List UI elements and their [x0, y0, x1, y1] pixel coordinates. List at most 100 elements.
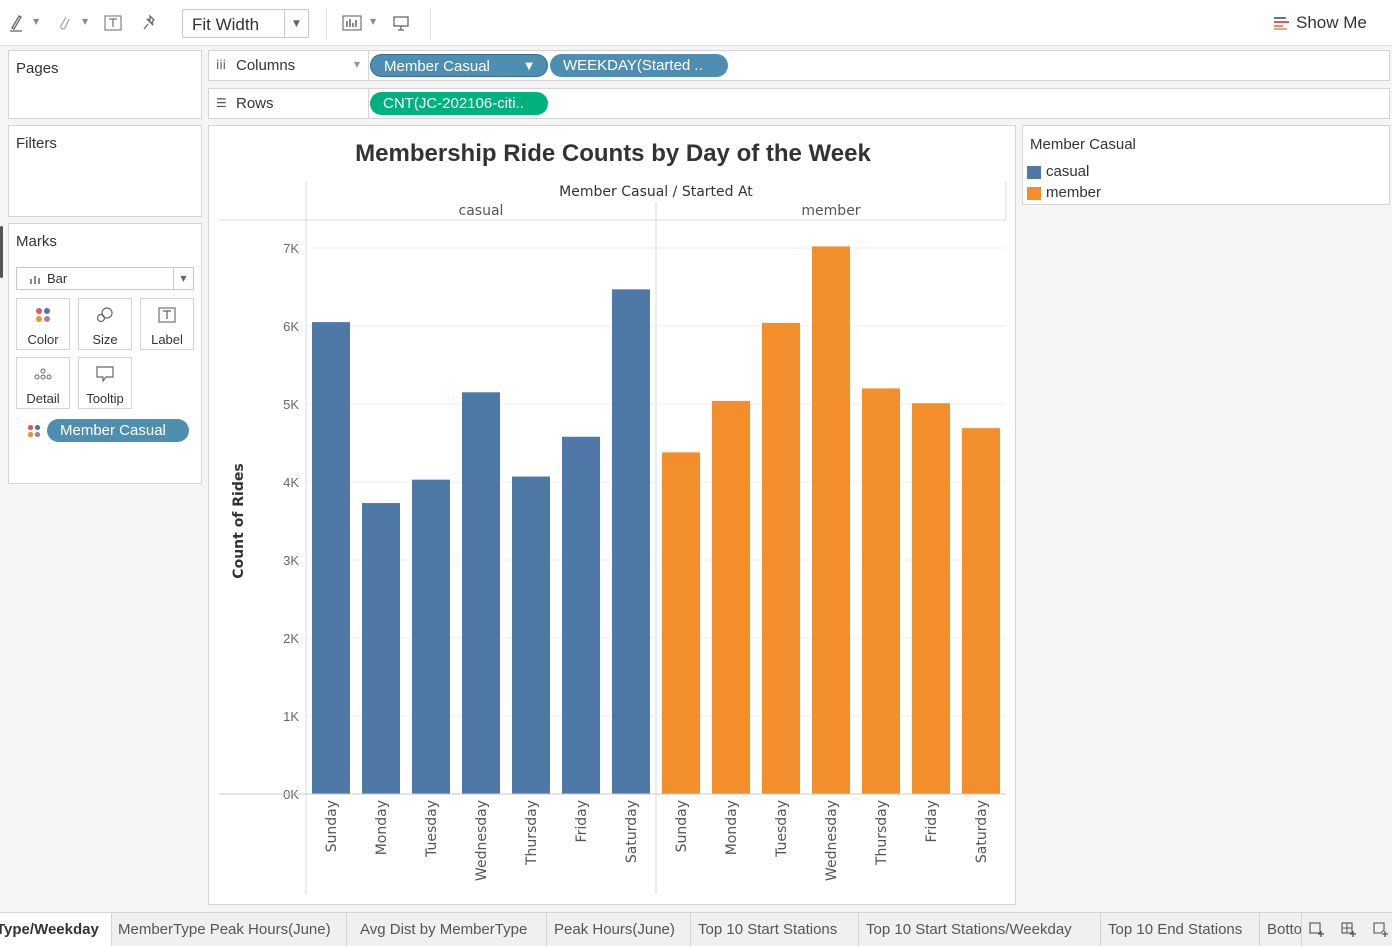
legend-swatch: [1027, 166, 1041, 179]
bar-member-monday: [712, 400, 750, 794]
bar-member-thursday: [862, 388, 900, 794]
x-tick-label: Thursday: [874, 800, 890, 866]
toolbar-divider: [430, 8, 431, 40]
bar-chart[interactable]: Member Casual / Started At0K1K2K3K4K5K6K…: [209, 126, 1015, 904]
y-tick-label: 5K: [283, 397, 299, 412]
bar-casual-tuesday: [412, 479, 450, 794]
y-tick-label: 2K: [283, 631, 299, 646]
y-axis-title: Count of Rides: [231, 463, 247, 578]
bar-casual-monday: [362, 503, 400, 794]
x-tick-label: Wednesday: [474, 800, 490, 881]
x-tick-label: Friday: [924, 800, 940, 842]
rows-shelf-header: ☰ Rows: [209, 89, 369, 118]
color-button[interactable]: Color: [16, 298, 70, 350]
bar-member-friday: [912, 403, 950, 794]
highlight-dropdown-icon[interactable]: ▼: [33, 17, 40, 26]
annotate-icon[interactable]: [54, 12, 74, 34]
new-worksheet-icon[interactable]: [1306, 919, 1328, 941]
legend-title: Member Casual: [1030, 136, 1136, 153]
filters-shelf-label: Filters: [16, 135, 57, 152]
tab-avg-dist[interactable]: Avg Dist by MemberType: [353, 913, 547, 946]
pages-shelf[interactable]: Pages: [8, 50, 202, 119]
detail-icon: [17, 364, 69, 384]
tooltip-button[interactable]: Tooltip: [78, 357, 132, 409]
show-me-button[interactable]: Show Me: [1274, 12, 1367, 34]
detail-button[interactable]: Detail: [16, 357, 70, 409]
mark-type-select[interactable]: Bar ▼: [16, 267, 194, 290]
color-icon: [17, 305, 69, 325]
legend-item-casual[interactable]: casual: [1027, 162, 1387, 182]
color-field-pill[interactable]: Member Casual: [47, 419, 189, 442]
mark-type-value: Bar: [47, 271, 68, 286]
legend-item-label: member: [1046, 184, 1102, 201]
column-header-sep: /: [673, 184, 682, 200]
x-tick-label: Saturday: [974, 800, 990, 863]
size-button-label: Size: [92, 332, 118, 347]
y-tick-label: 6K: [283, 319, 299, 334]
annotate-dropdown-icon[interactable]: ▼: [82, 17, 89, 26]
column-header-field: Member Casual: [559, 184, 672, 200]
x-tick-label: Sunday: [674, 800, 690, 852]
pin-icon[interactable]: [140, 12, 160, 34]
pane-resize-handle[interactable]: [0, 226, 3, 278]
label-icon: [141, 305, 193, 325]
chevron-down-icon: ▼: [525, 61, 533, 72]
bar-chart-icon[interactable]: [342, 12, 362, 34]
x-tick-label: Sunday: [324, 800, 340, 852]
tooltip-icon: [79, 364, 131, 384]
x-tick-label: Tuesday: [424, 800, 440, 858]
filters-shelf[interactable]: Filters: [8, 125, 202, 217]
fit-width-value: Fit Width: [192, 15, 260, 34]
color-legend: Member Casual casual member: [1022, 125, 1390, 205]
show-me-label: Show Me: [1296, 13, 1367, 32]
chart-title: Membership Ride Counts by Day of the Wee…: [355, 140, 871, 167]
tab-top10-start-weekday[interactable]: Top 10 Start Stations/Weekday: [859, 913, 1101, 946]
legend-header: [1023, 126, 1389, 162]
column-header-field: Started At: [682, 184, 753, 200]
bar-chart-dropdown-icon[interactable]: ▼: [370, 17, 377, 26]
bar-member-tuesday: [762, 322, 800, 794]
column-header: Member Casual / Started At: [559, 184, 753, 200]
pane-header-label: member: [801, 203, 860, 219]
legend-item-label: casual: [1046, 163, 1090, 180]
tab-top10-start[interactable]: Top 10 Start Stations: [691, 913, 859, 946]
new-dashboard-icon[interactable]: [1338, 919, 1360, 941]
tab-type-weekday[interactable]: Type/Weekday: [0, 913, 112, 946]
size-button[interactable]: Size: [78, 298, 132, 350]
columns-shelf-header: iii Columns ▼: [209, 51, 369, 80]
x-tick-label: Tuesday: [774, 800, 790, 858]
legend-item-member[interactable]: member: [1027, 183, 1387, 203]
tab-top10-end[interactable]: Top 10 End Stations: [1101, 913, 1260, 946]
x-tick-label: Monday: [374, 800, 390, 855]
toolbar-divider: [326, 8, 327, 40]
chevron-down-icon: ▼: [173, 268, 193, 289]
tab-bottom[interactable]: Bottom: [1260, 913, 1302, 946]
x-tick-label: Monday: [724, 800, 740, 855]
y-tick-label: 4K: [283, 475, 299, 490]
columns-shelf[interactable]: iii Columns ▼ Member Casual ▼ WEEKDAY(St…: [208, 50, 1390, 81]
toolbar: ▼ ▼ Fit Width ▼ ▼ Show Me: [0, 0, 1392, 46]
bar-casual-sunday: [312, 322, 350, 794]
bar-member-wednesday: [812, 246, 850, 794]
rows-icon: ☰: [216, 96, 227, 110]
rows-pill-count[interactable]: CNT(JC-202106-citi..: [370, 92, 548, 115]
bar-member-saturday: [962, 428, 1000, 794]
tab-membertype-peak-hours[interactable]: MemberType Peak Hours(June): [111, 913, 347, 946]
text-tool-icon[interactable]: [103, 12, 123, 34]
bar-casual-saturday: [612, 289, 650, 794]
columns-pill-member-casual[interactable]: Member Casual ▼: [370, 54, 548, 77]
chart-view[interactable]: Membership Ride Counts by Day of the Wee…: [208, 125, 1016, 905]
pages-shelf-label: Pages: [16, 60, 59, 77]
columns-pill-weekday[interactable]: WEEKDAY(Started ..: [550, 54, 728, 77]
presentation-icon[interactable]: [391, 12, 411, 34]
new-story-icon[interactable]: [1370, 919, 1392, 941]
label-button[interactable]: Label: [140, 298, 194, 350]
rows-shelf[interactable]: ☰ Rows CNT(JC-202106-citi..: [208, 88, 1390, 119]
tab-peak-hours[interactable]: Peak Hours(June): [547, 913, 691, 946]
highlight-icon[interactable]: [6, 12, 26, 34]
bar-casual-thursday: [512, 476, 550, 794]
show-me-icon: [1274, 17, 1289, 30]
size-icon: [79, 305, 131, 325]
fit-width-select[interactable]: Fit Width ▼: [182, 9, 309, 38]
x-tick-label: Friday: [574, 800, 590, 842]
